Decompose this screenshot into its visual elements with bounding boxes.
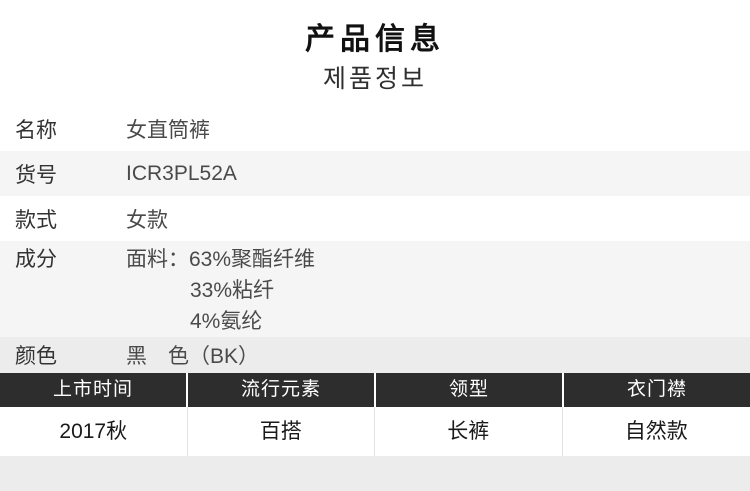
title-block: 产品信息 제품정보 bbox=[0, 0, 750, 94]
spec-row-composition: 成分 面料：63%聚酯纤维 33%粘纤 4%氨纶 bbox=[0, 241, 750, 337]
attr-value-collar-type: 长裤 bbox=[375, 407, 563, 456]
attr-header-launch-time: 上市时间 bbox=[0, 373, 186, 407]
spec-row-color: 颜色 黑 色（BK） bbox=[0, 337, 750, 373]
spec-label-name: 名称 bbox=[15, 118, 57, 142]
attr-header-collar-type: 领型 bbox=[376, 373, 562, 407]
attr-value-launch-time: 2017秋 bbox=[0, 407, 188, 456]
page-title: 产品信息 bbox=[305, 23, 445, 56]
spec-value-style: 女款 bbox=[126, 208, 168, 232]
spec-value-color: 黑 色（BK） bbox=[126, 345, 260, 368]
spec-label-composition: 成分 bbox=[15, 248, 57, 271]
attr-value-trend-element: 百搭 bbox=[188, 407, 375, 456]
spec-table: 名称 女直筒裤 货号 ICR3PL52A 款式 女款 成分 面料：63%聚酯纤维… bbox=[0, 106, 750, 373]
attribute-value-row: 2017秋 百搭 长裤 自然款 bbox=[0, 407, 750, 456]
spec-value-item-number: ICR3PL52A bbox=[126, 161, 237, 185]
spec-label-item-number: 货号 bbox=[15, 163, 57, 187]
composition-line-spandex: 4%氨纶 bbox=[190, 310, 263, 333]
attr-value-placket: 自然款 bbox=[624, 420, 688, 443]
composition-line-viscose: 33%粘纤 bbox=[190, 279, 275, 302]
bottom-strip bbox=[0, 456, 750, 491]
spec-label-style: 款式 bbox=[15, 208, 57, 232]
spec-row-style: 款式 女款 bbox=[0, 196, 750, 241]
spec-label-color: 颜色 bbox=[15, 345, 57, 368]
attr-header-trend-element: 流行元素 bbox=[188, 373, 374, 407]
spec-value-name: 女直筒裤 bbox=[126, 118, 210, 142]
spec-row-name: 名称 女直筒裤 bbox=[0, 106, 750, 151]
attribute-header-row: 上市时间 流行元素 领型 衣门襟 bbox=[0, 373, 750, 407]
composition-line-fabric: 面料：63%聚酯纤维 bbox=[126, 248, 316, 271]
spec-row-item-number: 货号 ICR3PL52A bbox=[0, 151, 750, 196]
attribute-table: 上市时间 流行元素 领型 衣门襟 2017秋 百搭 长裤 自然款 bbox=[0, 373, 750, 456]
attr-header-placket: 衣门襟 bbox=[564, 373, 750, 407]
spec-value-composition: 面料：63%聚酯纤维 33%粘纤 4%氨纶 bbox=[126, 241, 315, 337]
page-subtitle: 제품정보 bbox=[322, 65, 427, 93]
